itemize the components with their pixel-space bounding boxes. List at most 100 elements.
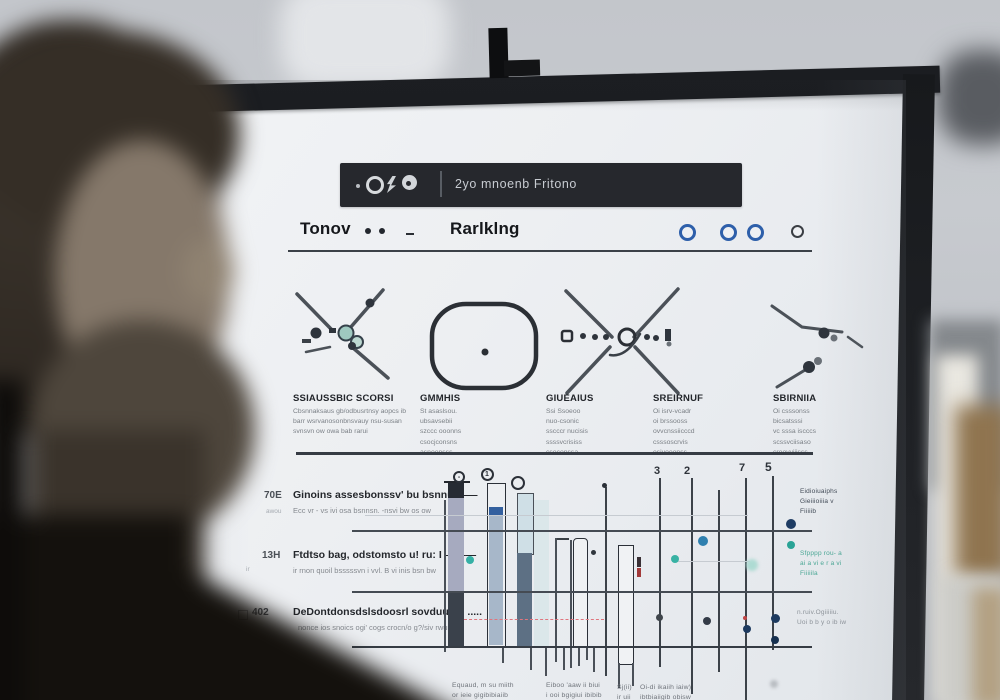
- nav-circle-1[interactable]: [679, 224, 696, 241]
- vline-7: [578, 646, 580, 666]
- dot-13: [770, 680, 778, 688]
- col-number-7: 7: [739, 462, 746, 474]
- bar2-marker-ring: 1: [480, 467, 494, 481]
- vline-14: [691, 478, 693, 694]
- bar1-seg-mid: [448, 498, 464, 591]
- row1-sub: Ecc vr - vs ivi osa bsnnsn. -nsvi bw os …: [293, 506, 431, 515]
- feature-column-1: SSIAUSSBIC SCORSI Cbsnnaksaus gb/odbusrt…: [293, 393, 429, 438]
- row1-tagsub: awou: [266, 508, 282, 515]
- bar5-outline: [573, 538, 588, 648]
- nav-circle-4[interactable]: [791, 225, 804, 238]
- bar1-seg-low: [448, 591, 464, 646]
- vline-5: [563, 646, 565, 670]
- bar1-seg-dark: [448, 483, 464, 498]
- feature-body: Cbsnnaksaus gb/odbusrtnsy aopcs ib barr …: [293, 408, 406, 436]
- legend-teal: Sfpppp rou- a ai a vi e r a vi Fiiiiila: [800, 550, 842, 577]
- dot-11: [770, 613, 780, 623]
- x-label-1: Equaud, m su miith or ieie gigibibiaiib: [452, 682, 514, 700]
- network-scatter-icon: [295, 288, 390, 380]
- dot-1: [466, 556, 474, 564]
- menu-dash: [406, 233, 414, 235]
- x-label-2: Eiboo 'aaw ii biui i ooi bgigiui ibibib: [546, 682, 602, 700]
- menu-dot-2: [379, 228, 385, 234]
- row1-title: Ginoins assesbonssv' bu bsnnu ——: [293, 489, 478, 501]
- bar3-seg-top: [517, 493, 534, 555]
- monitor-left-bezel: [139, 322, 163, 614]
- bar3-marker-ring: [511, 476, 525, 490]
- background-dark-blob: [938, 50, 1000, 145]
- vline-16: [745, 478, 747, 700]
- nav-circle-3[interactable]: [747, 224, 764, 241]
- descending-line-icon: [770, 304, 864, 389]
- logo-dot-icon: [356, 184, 360, 188]
- dot-2: [671, 555, 679, 563]
- brand-text: 2yo mnoenb Fritono: [455, 177, 577, 191]
- grid-faint-1: [365, 515, 748, 517]
- feature-title: SSIAUSSBIC SCORSI: [293, 393, 394, 404]
- menu-item-tonov[interactable]: Tonov: [300, 219, 351, 238]
- feature-title: GIUEAIUS: [546, 393, 594, 404]
- vline-2: [530, 646, 532, 670]
- background-right-brown: [955, 405, 1000, 580]
- bar4: [534, 500, 549, 646]
- navbar-divider: [440, 171, 442, 197]
- x-label-4: Oi-di ikaiih iaiw) ibtbiaiigib obisw: [640, 684, 692, 700]
- figure-mark-dark: [637, 557, 641, 567]
- bar2-seg-slate: [489, 516, 503, 645]
- row1-tag: 70E: [264, 490, 282, 501]
- bar3-seg-low: [517, 553, 532, 646]
- logo-notch: [406, 181, 411, 186]
- col-number-5: 5: [765, 460, 772, 474]
- bracket-cap: [555, 538, 569, 540]
- vline-0: [444, 500, 446, 652]
- grid-line-2: [352, 591, 812, 593]
- axis-line: [352, 646, 812, 649]
- menu-dot-1: [365, 228, 371, 234]
- grid-faint-2: [675, 561, 750, 563]
- crossing-paths-icon: [560, 287, 680, 395]
- logo-ring-icon: [366, 176, 384, 194]
- menu-item-ranking[interactable]: Rarlklng: [450, 219, 520, 238]
- vline-12: [632, 663, 634, 686]
- dot-6: [787, 541, 795, 549]
- menu-rule: [288, 250, 812, 252]
- legend-muted: n.ruiv.Ogiiiiiu. Uoi b b y o ib iw: [797, 609, 847, 626]
- legend-primary: Eidioiuaiphs Gieiiioiiia v Fiiiiib: [800, 488, 838, 515]
- vline-1: [502, 646, 504, 663]
- dot-7: [655, 613, 663, 621]
- alert-red-line: [464, 619, 604, 620]
- vline-3: [545, 646, 547, 676]
- figure-mark-red: [637, 568, 641, 577]
- dot-5: [786, 519, 796, 529]
- dot-10: [743, 625, 751, 633]
- feature-title: GMMHIS: [420, 393, 461, 404]
- dot-4: [746, 559, 758, 571]
- vline-9: [593, 646, 595, 672]
- dot-14: [590, 549, 596, 555]
- col-number-2: 2: [684, 465, 691, 477]
- dot-3: [698, 536, 708, 546]
- background-right-beige-strip: [972, 588, 1000, 700]
- grid-line-1: [352, 530, 812, 532]
- dot-12: [771, 636, 779, 644]
- dot-8: [703, 617, 711, 625]
- feature-title: SBIRNIIA: [773, 393, 817, 404]
- dot-0: [601, 482, 607, 488]
- col-number-3: 3: [654, 465, 661, 477]
- bar1-marker-ring: -: [453, 471, 465, 483]
- feature-title: SREIRNUF: [653, 393, 704, 404]
- dot-9: [743, 616, 747, 620]
- vline-15: [718, 490, 720, 672]
- webcam-foot: [503, 59, 541, 77]
- window-glow: [280, 0, 450, 90]
- vline-6: [570, 540, 572, 668]
- vline-13: [659, 478, 661, 667]
- x-label-3: Sj(ii) ir uii: [617, 684, 632, 700]
- vline-4: [555, 538, 557, 662]
- nav-circle-2[interactable]: [720, 224, 737, 241]
- vline-17: [772, 476, 774, 650]
- bar2-seg-blue: [489, 507, 503, 516]
- squircle-dot-icon: [429, 301, 539, 391]
- app-navbar: [340, 163, 742, 207]
